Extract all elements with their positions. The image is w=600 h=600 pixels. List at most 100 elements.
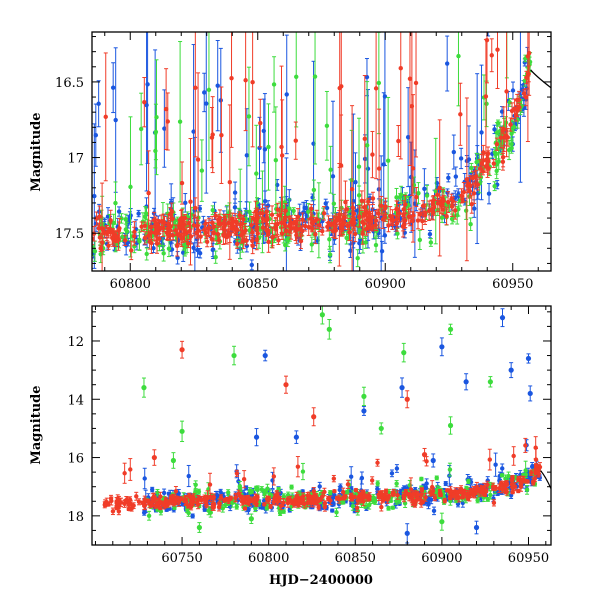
data-point xyxy=(380,209,386,229)
data-point xyxy=(510,81,516,100)
data-point xyxy=(428,488,433,497)
data-point xyxy=(202,223,207,236)
data-point xyxy=(264,215,270,225)
data-point xyxy=(379,195,384,216)
data-point xyxy=(516,90,522,109)
bottom-series-blue xyxy=(141,308,542,544)
data-point xyxy=(161,245,166,262)
data-point xyxy=(142,76,147,128)
data-point xyxy=(460,494,465,500)
data-point xyxy=(106,226,111,239)
data-point xyxy=(456,32,461,107)
data-point xyxy=(116,503,121,510)
data-point xyxy=(266,230,271,253)
data-point xyxy=(113,181,118,225)
data-point xyxy=(93,103,99,167)
data-point xyxy=(119,213,124,224)
data-point xyxy=(426,200,432,222)
data-point xyxy=(222,498,227,503)
data-point xyxy=(188,138,193,266)
data-point xyxy=(415,492,421,497)
data-point xyxy=(411,176,417,194)
data-point xyxy=(134,491,139,501)
data-point xyxy=(186,239,191,249)
data-point xyxy=(293,430,299,444)
data-point xyxy=(516,476,521,482)
data-point xyxy=(165,92,170,151)
y-tick-label: 17.5 xyxy=(55,227,84,242)
data-point xyxy=(461,181,467,203)
data-point xyxy=(210,96,215,174)
data-point xyxy=(141,377,147,398)
data-point xyxy=(243,485,249,491)
data-point xyxy=(128,458,133,481)
data-point xyxy=(396,125,401,158)
data-point xyxy=(129,240,134,261)
data-point xyxy=(152,496,158,502)
data-point xyxy=(138,92,144,166)
data-point xyxy=(376,208,381,218)
data-point xyxy=(443,481,448,487)
data-point xyxy=(275,213,280,235)
data-point xyxy=(311,216,317,226)
data-point xyxy=(357,207,362,228)
data-point xyxy=(390,209,395,230)
data-point xyxy=(155,502,160,508)
data-point xyxy=(331,193,337,214)
data-point xyxy=(347,223,352,241)
data-point xyxy=(202,72,207,113)
x-tick-label: 60800 xyxy=(110,277,151,292)
y-tick-label: 12 xyxy=(67,335,84,350)
data-point xyxy=(321,206,327,221)
data-point xyxy=(527,385,533,402)
data-point xyxy=(286,215,292,237)
data-point xyxy=(273,106,279,214)
top-data-points xyxy=(92,32,551,271)
data-point xyxy=(206,32,212,161)
data-point xyxy=(364,209,370,231)
data-point xyxy=(276,235,281,245)
data-point xyxy=(344,199,350,219)
data-point xyxy=(204,236,210,248)
data-point xyxy=(367,204,372,225)
data-point xyxy=(277,510,283,516)
data-point xyxy=(379,502,384,512)
data-point xyxy=(399,377,405,398)
data-point xyxy=(153,133,158,169)
data-point xyxy=(499,473,505,478)
data-point xyxy=(210,501,216,510)
data-point xyxy=(330,224,336,238)
data-point xyxy=(243,32,248,132)
data-point xyxy=(369,476,375,485)
data-point xyxy=(250,32,255,148)
data-point xyxy=(159,214,164,229)
data-point xyxy=(446,173,451,183)
data-point xyxy=(248,513,254,524)
data-point xyxy=(146,498,151,503)
data-point xyxy=(271,467,277,486)
data-point xyxy=(390,505,396,510)
data-point xyxy=(309,203,314,214)
data-point xyxy=(448,489,453,496)
data-point xyxy=(116,206,122,217)
bottom-series-red xyxy=(102,340,543,516)
data-point xyxy=(471,182,477,204)
data-point xyxy=(395,227,400,240)
data-point xyxy=(355,249,360,268)
data-point xyxy=(509,481,514,488)
data-point xyxy=(122,234,128,246)
data-point xyxy=(403,489,409,495)
data-point xyxy=(110,231,115,245)
data-point xyxy=(485,497,491,502)
data-point xyxy=(311,492,317,500)
data-point xyxy=(220,504,225,513)
y-tick-label: 17 xyxy=(67,152,84,167)
data-point xyxy=(360,222,365,245)
data-point xyxy=(432,494,438,502)
data-point xyxy=(503,130,509,142)
data-point xyxy=(398,185,404,204)
data-point xyxy=(197,248,203,259)
data-point xyxy=(334,216,339,226)
data-point xyxy=(361,405,367,416)
data-point xyxy=(146,510,152,521)
